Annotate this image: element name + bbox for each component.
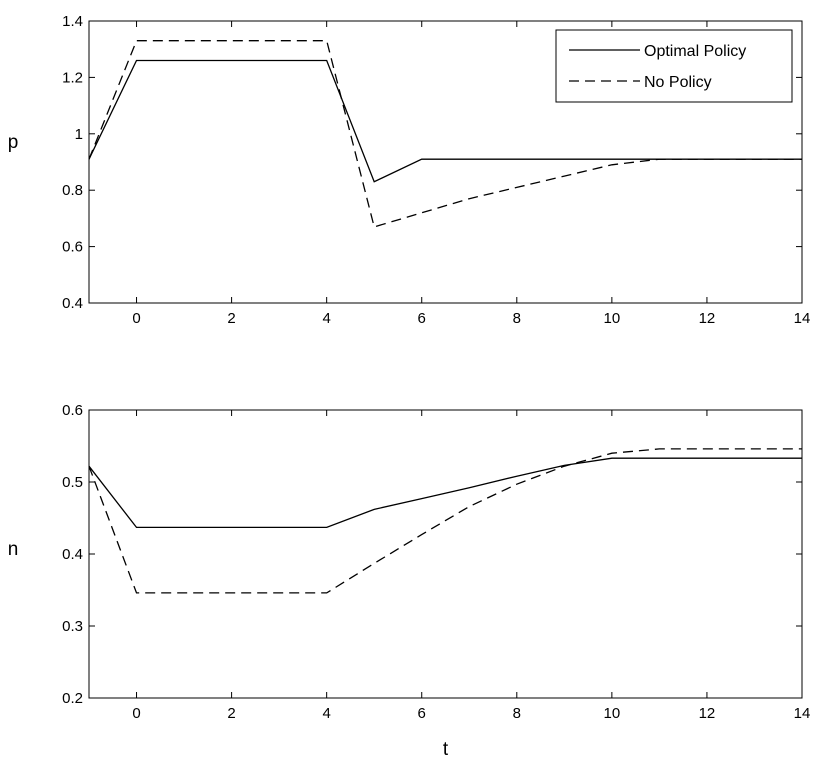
x-tick-label: 12 xyxy=(699,310,716,327)
y-tick-label: 0.8 xyxy=(62,182,83,199)
legend-label: No Policy xyxy=(644,74,712,91)
series-line-no-policy xyxy=(88,448,802,594)
y-axis-label: n xyxy=(8,539,19,560)
x-axis-label: t xyxy=(443,739,449,760)
axes-box xyxy=(88,409,803,699)
y-tick-label: 1.4 xyxy=(62,13,83,30)
series-line-optimal-policy xyxy=(88,457,802,529)
x-tick-label: 14 xyxy=(794,705,811,722)
x-tick-label: 0 xyxy=(132,310,140,327)
x-tick-label: 6 xyxy=(418,705,426,722)
y-tick-label: 0.6 xyxy=(62,239,83,256)
axes-box xyxy=(88,20,803,304)
y-tick-label: 1 xyxy=(75,126,83,143)
y-axis-label: p xyxy=(8,132,19,153)
legend: Optimal Policy No Policy xyxy=(555,29,793,103)
x-tick-label: 0 xyxy=(132,705,140,722)
y-tick-label: 0.4 xyxy=(62,295,83,312)
legend-box xyxy=(555,29,793,103)
x-tick-label: 6 xyxy=(418,310,426,327)
y-tick-label: 0.6 xyxy=(62,402,83,419)
y-tick-label: 0.4 xyxy=(62,546,83,563)
x-tick-label: 2 xyxy=(227,705,235,722)
y-tick-label: 0.3 xyxy=(62,618,83,635)
y-tick-label: 1.2 xyxy=(62,69,83,86)
series-line-optimal-policy xyxy=(88,59,802,183)
y-tick-label: 0.2 xyxy=(62,690,83,707)
x-tick-label: 14 xyxy=(794,310,811,327)
plot-n: 0 2 4 6 8 10 12 14 0.2 0.3 0.4 0.5 0.6 n t xyxy=(8,402,811,760)
series-line-no-policy xyxy=(88,40,802,228)
x-tick-label: 10 xyxy=(604,705,621,722)
x-tick-label: 8 xyxy=(513,310,521,327)
x-tick-label: 8 xyxy=(513,705,521,722)
x-tick-label: 10 xyxy=(604,310,621,327)
x-tick-label: 4 xyxy=(322,705,330,722)
legend-label: Optimal Policy xyxy=(644,43,746,60)
y-tick-label: 0.5 xyxy=(62,474,83,491)
plot-p: 0 2 4 6 8 10 12 14 0.4 0.6 0.8 1 1.2 1.4 p Optimal Poli… xyxy=(8,13,811,327)
x-tick-label: 4 xyxy=(322,310,330,327)
x-tick-label: 2 xyxy=(227,310,235,327)
x-tick-label: 12 xyxy=(699,705,716,722)
